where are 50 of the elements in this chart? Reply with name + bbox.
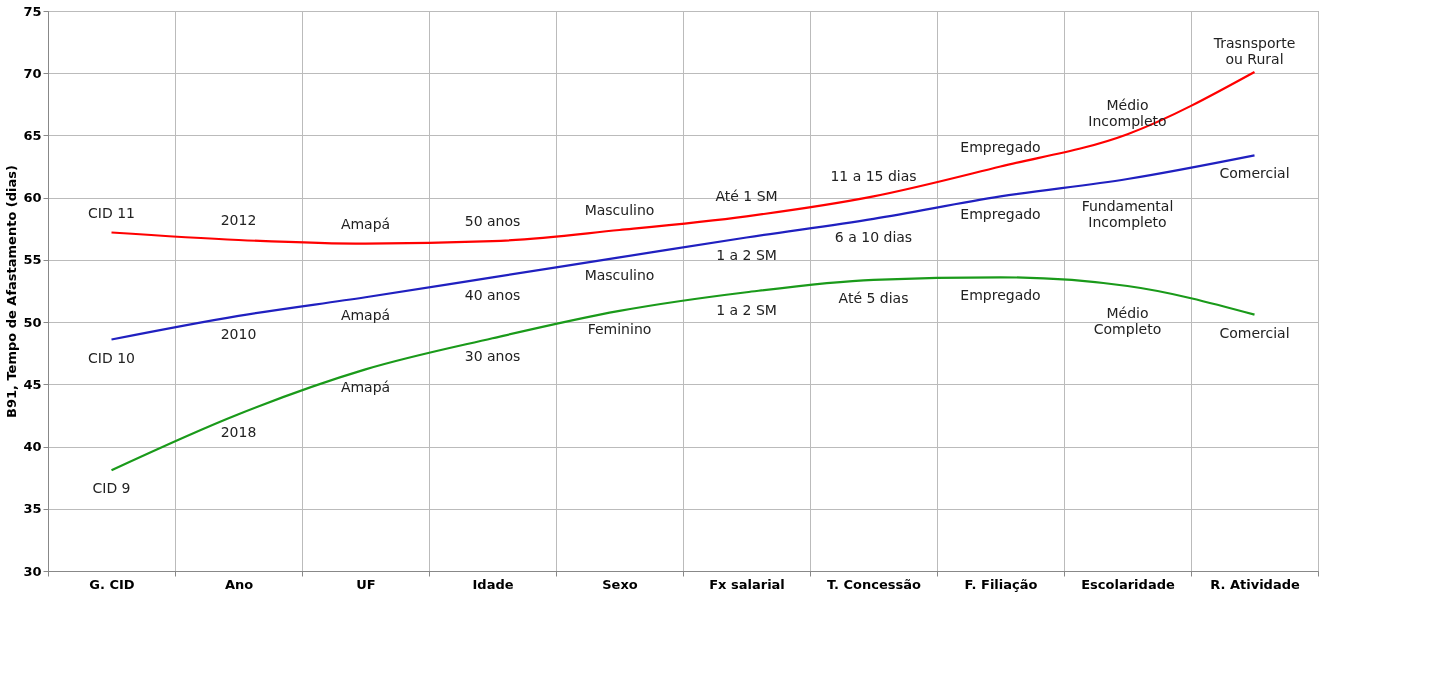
x-tick-label: R. Atividade <box>1210 576 1300 592</box>
annotation: Amapá <box>340 215 391 232</box>
x-tick-label: F. Filiação <box>964 576 1038 592</box>
annotation: Até 5 dias <box>838 289 909 306</box>
annotation: CID 11 <box>88 204 135 221</box>
y-tick-label: 40 <box>23 439 42 455</box>
x-tick-label: Sexo <box>602 576 638 592</box>
y-tick-label: 55 <box>23 252 42 268</box>
annotation: 40 anos <box>464 287 521 304</box>
annotation: 2012 <box>220 211 257 228</box>
x-tick-label: T. Concessão <box>827 576 921 592</box>
annotation: CID 10 <box>88 349 135 366</box>
annotation: Até 1 SM <box>715 188 778 205</box>
annotation: CID 9 <box>92 480 131 497</box>
y-axis-title: B91, Tempo de Afastamento (dias) <box>4 164 20 419</box>
annotation: 11 a 15 dias <box>830 168 917 185</box>
annotation: 2010 <box>220 325 257 342</box>
annotation: Empregado <box>960 206 1041 223</box>
annotation: Masculino <box>584 267 655 284</box>
y-tick-label: 30 <box>23 563 42 579</box>
x-tick-label: Ano <box>224 576 254 592</box>
x-tick-label: G. CID <box>89 576 135 592</box>
annotation: Empregado <box>960 138 1041 155</box>
annotation: 1 a 2 SM <box>716 247 777 264</box>
annotation: Comercial <box>1219 324 1290 341</box>
x-tick-label: UF <box>356 576 376 592</box>
annotation: Empregado <box>960 287 1041 304</box>
y-tick-label: 65 <box>23 127 42 143</box>
y-tick-label: 70 <box>23 65 42 81</box>
x-tick-label: Escolaridade <box>1081 576 1175 592</box>
annotation: Amapá <box>340 307 391 324</box>
y-tick-label: 75 <box>23 3 42 19</box>
annotation: Feminino <box>587 320 652 337</box>
annotation: 1 a 2 SM <box>716 302 777 319</box>
annotation: 2018 <box>220 424 257 441</box>
x-tick-label: Fx salarial <box>709 576 785 592</box>
y-tick-label: 35 <box>23 501 42 517</box>
annotation: Masculino <box>584 202 655 219</box>
y-tick-label: 45 <box>23 376 42 392</box>
annotation: Amapá <box>340 379 391 396</box>
annotation: 30 anos <box>464 348 521 365</box>
annotation: Fundamental Incompleto <box>1081 198 1174 230</box>
x-tick-label: Idade <box>472 576 514 592</box>
annotation: Comercial <box>1219 165 1290 182</box>
annotation: Médio Completo <box>1093 305 1162 338</box>
annotation: Trasnsporte ou Rural <box>1212 34 1296 67</box>
y-tick-label: 50 <box>23 314 42 330</box>
annotation: 6 a 10 dias <box>834 228 913 245</box>
annotation: 50 anos <box>464 213 521 230</box>
y-tick-label: 60 <box>23 190 42 206</box>
